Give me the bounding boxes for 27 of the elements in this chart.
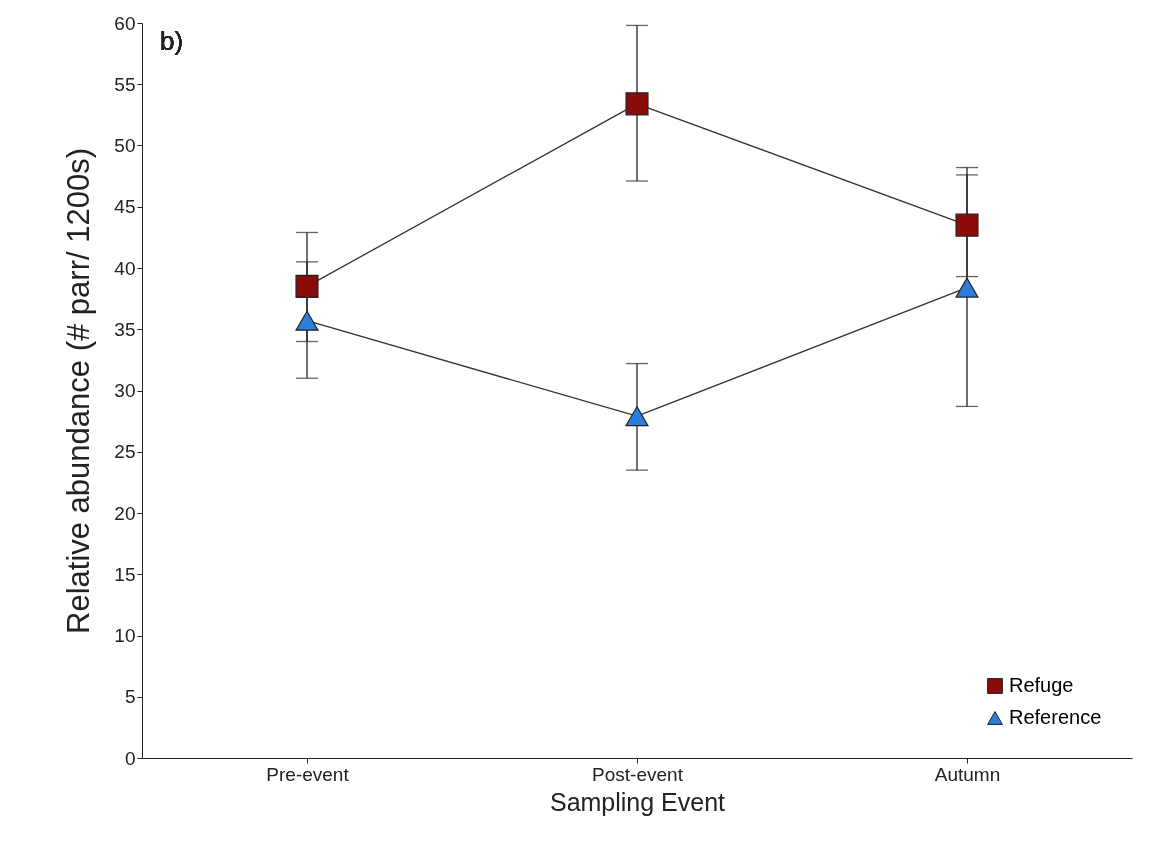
y-tick-label: 5 [124,686,136,708]
y-tick-label: 55 [114,73,136,95]
point [955,213,979,237]
point [625,92,649,116]
x-tick-label: Post-event [592,763,684,785]
y-tick-label: 0 [124,747,136,769]
point [295,310,319,331]
x-axis-title: Sampling Event [549,787,726,816]
legend-label: Refuge [1009,674,1074,696]
y-tick-label: 45 [114,196,136,218]
y-tick-label: 35 [114,318,136,340]
point [295,274,319,298]
y-tick-label: 10 [114,625,136,646]
y-axis-title: Relative abundance (# parr/ 1200s) [61,148,97,634]
legend-label: Reference [1009,706,1102,728]
annotation: b) [160,26,184,56]
y-tick-label: 60 [114,12,136,34]
x-tick-label: Autumn [934,763,1001,785]
point [625,406,649,427]
y-tick-label: 15 [114,563,136,585]
y-tick-label: 40 [114,257,136,279]
point [955,277,979,298]
x-tick-label: Pre-event [266,763,350,785]
y-tick-label: 25 [114,441,136,463]
y-tick-label: 30 [114,380,136,401]
y-tick-label: 50 [114,135,136,156]
y-tick-label: 20 [114,502,136,524]
